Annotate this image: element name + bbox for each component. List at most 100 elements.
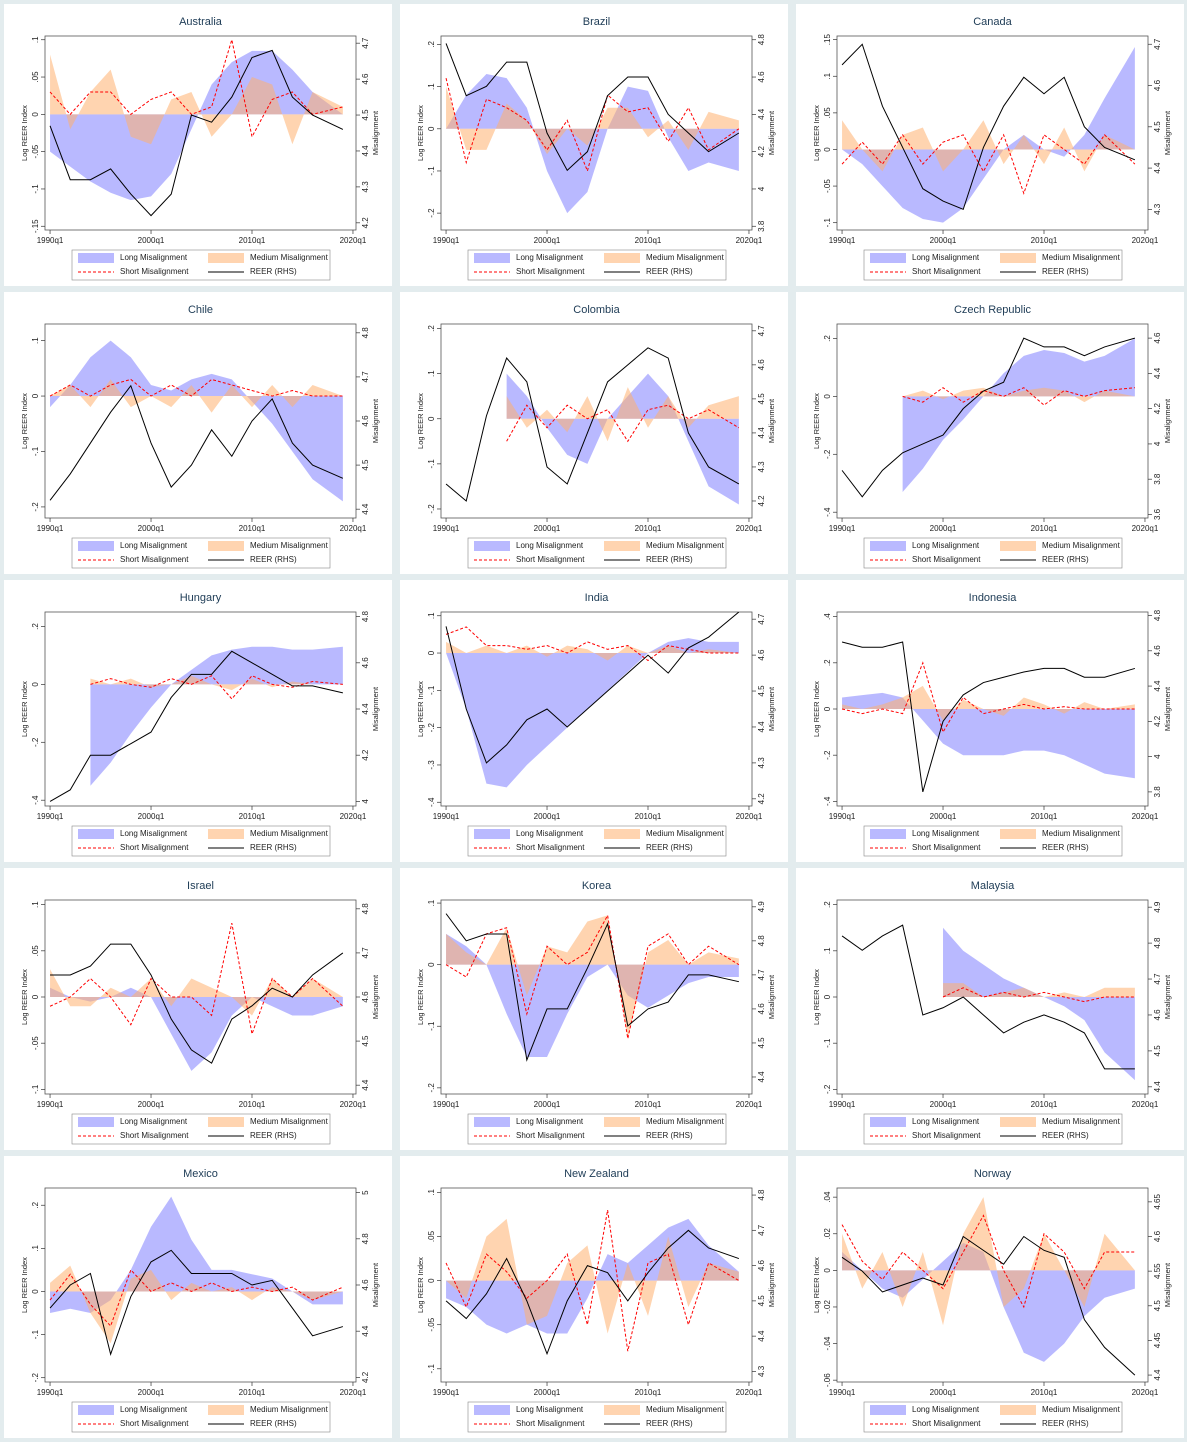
legend-label: REER (RHS) [1042,843,1089,852]
y2-tick-label: 4.6 [757,1003,766,1015]
legend-label: Long Misalignment [912,253,980,262]
y2-tick-label: 4 [1153,754,1162,759]
chart-title: New Zealand [564,1168,629,1180]
y-axis-label: Log REER Index [416,681,425,737]
x-tick-label: 2020q1 [340,812,367,821]
legend-label: Short Misalignment [912,843,981,852]
legend-swatch [1000,253,1036,263]
y2-axis-label: Misalignment [1163,110,1172,155]
y2-tick-label: 4.2 [757,495,766,507]
x-tick-label: 2020q1 [340,1388,367,1397]
y2-tick-label: 4.7 [361,371,370,383]
y-tick-label: -.1 [427,685,436,695]
y-tick-label: .1 [427,612,436,619]
y2-tick-label: 3.8 [1153,473,1162,485]
y2-axis-label: Misalignment [371,686,380,731]
y2-tick-label: 4.2 [361,217,370,229]
y-tick-label: .2 [823,901,832,908]
legend-label: Medium Misalignment [646,1405,725,1414]
legend-box [863,825,1123,857]
y-tick-label: -.05 [823,179,832,193]
y2-tick-label: 4.7 [361,37,370,49]
y-tick-label: .1 [427,899,436,906]
x-tick-label: 2000q1 [138,1388,165,1397]
x-tick-label: 1990q1 [37,812,64,821]
y-tick-label: -.3 [427,760,436,770]
legend-label: Short Misalignment [516,267,585,276]
y2-axis-label: Misalignment [1163,974,1172,1019]
legend-label: Long Misalignment [120,1405,188,1414]
panel: Chile .1 0 -.1 -.2 4.4 4.5 4.6 4.7 4.8 1990q1 2000q… [4,292,392,574]
x-tick-label: 2000q1 [534,524,561,533]
x-tick-label: 2000q1 [534,1388,561,1397]
y-tick-label: .1 [427,1189,436,1196]
plot-layer [445,612,740,788]
legend-label: Medium Misalignment [646,541,725,550]
y-axis-label: Log REER Index [416,393,425,449]
y2-tick-label: 4.8 [757,935,766,947]
y2-tick-label: 4.2 [1153,715,1162,727]
legend-label: REER (RHS) [646,1419,693,1428]
y-axis-label: Log REER Index [812,105,821,161]
x-tick-label: 2020q1 [736,236,763,245]
y2-tick-label: 4.4 [1153,367,1162,379]
legend-box [863,1113,1123,1145]
reer-line [445,43,740,172]
y-tick-label: .2 [31,1201,40,1208]
legend-label: Short Misalignment [516,1419,585,1428]
legend-box [863,1401,1123,1433]
panel: Korea .1 0 -.1 -.2 4.4 4.5 4.6 4.7 4.8 4.9 1990q1 20… [400,868,788,1150]
chart-title: Brazil [583,16,611,28]
misalignment-area [842,685,1135,721]
legend-swatch [870,253,906,263]
legend-label: Long Misalignment [516,541,584,550]
legend-label: REER (RHS) [250,1131,297,1140]
y2-tick-label: 4.2 [361,1371,370,1383]
x-tick-label: 2020q1 [1132,1388,1159,1397]
legend-label: REER (RHS) [1042,1131,1089,1140]
x-tick-label: 1990q1 [829,236,856,245]
y-tick-label: 0 [31,1289,40,1294]
x-tick-label: 1990q1 [829,1388,856,1397]
legend-label: Short Misalignment [912,267,981,276]
x-tick-label: 1990q1 [829,812,856,821]
short-line [445,626,739,662]
x-tick-label: 2000q1 [534,812,561,821]
y-tick-label: 0 [823,1268,832,1273]
y-tick-label: -.1 [31,1084,40,1094]
y2-tick-label: 4.6 [1153,332,1162,344]
legend-box [863,249,1123,281]
y2-tick-label: 4.4 [1153,680,1162,692]
y2-tick-label: 4.6 [361,991,370,1003]
y2-tick-label: 4.8 [361,1233,370,1245]
legend-label: REER (RHS) [250,267,297,276]
y-axis-label: Log REER Index [812,681,821,737]
y-axis-label: Log REER Index [20,393,29,449]
y-axis-label: Log REER Index [20,969,29,1025]
x-tick-label: 1990q1 [433,812,460,821]
misalignment-area [50,969,343,1016]
legend-swatch [1000,829,1036,839]
panel: Brazil .2 .1 0 -.1 -.2 3.8 4 4.2 4.4 4.6 4.8 1990q1 2… [400,4,788,286]
y-tick-label: .1 [31,1244,40,1251]
legend-swatch [604,1405,640,1415]
y-tick-label: -.2 [427,208,436,218]
y2-axis-label: Misalignment [371,398,380,443]
y-tick-label: 0 [427,962,436,967]
legend-label: REER (RHS) [646,1131,693,1140]
x-tick-label: 2020q1 [736,812,763,821]
x-tick-label: 2000q1 [930,812,957,821]
y2-tick-label: 4.65 [1153,1194,1162,1210]
x-tick-label: 2010q1 [1031,1388,1058,1397]
y2-axis-label: Misalignment [1163,1262,1172,1307]
legend-label: Long Misalignment [120,1117,188,1126]
legend-swatch [208,253,244,263]
plot-layer [841,43,1136,223]
y-tick-label: -.1 [31,1329,40,1339]
legend-label: Medium Misalignment [1042,253,1121,262]
plot-layer [49,1196,344,1357]
misalignment-area [842,1197,1135,1326]
y2-axis-label: Misalignment [1163,398,1172,443]
y-tick-label: .2 [823,659,832,666]
legend-label: Long Misalignment [120,829,188,838]
